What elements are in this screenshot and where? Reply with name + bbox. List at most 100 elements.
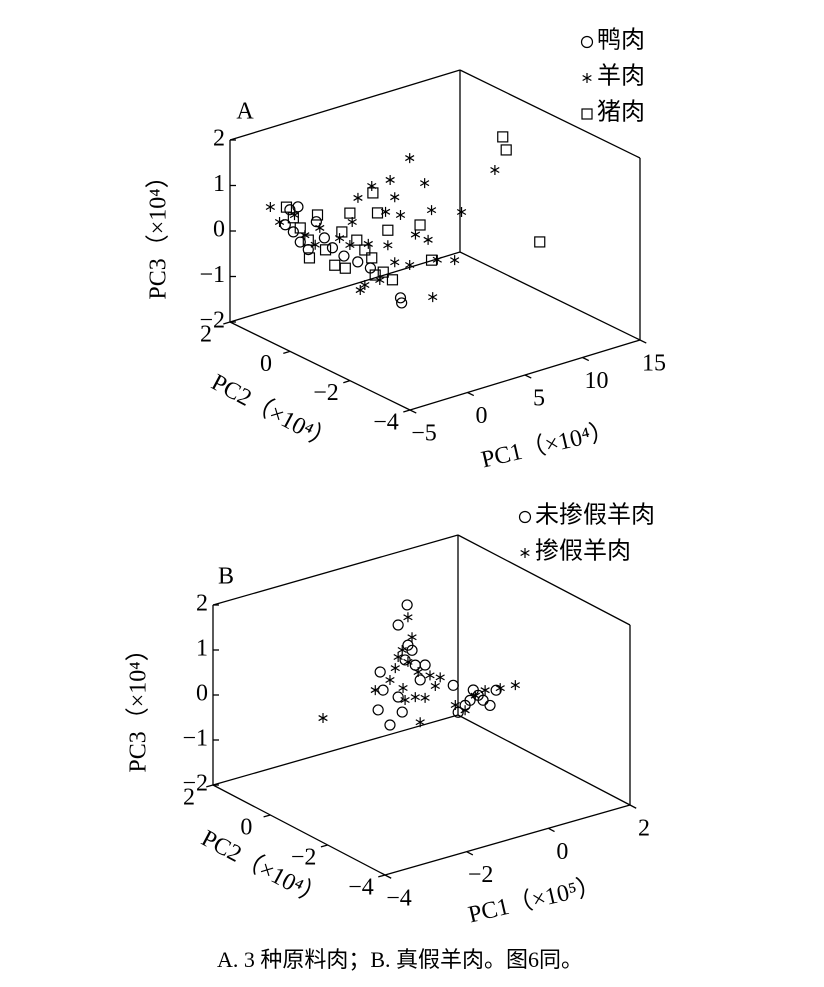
x-tick-label: −2 [468, 862, 494, 888]
x-tick [466, 851, 474, 856]
data-point [390, 663, 400, 674]
legend-label: 掺假羊肉 [535, 538, 631, 565]
data-point [396, 706, 408, 718]
axis-box-edge [229, 321, 411, 411]
data-point [435, 672, 445, 683]
axis-box-edge [457, 714, 631, 806]
panel-label: B [218, 564, 234, 590]
data-point [310, 239, 320, 250]
data-point [500, 144, 512, 156]
data-point [407, 632, 417, 643]
axis-box-edge [459, 251, 641, 341]
legend-label: 羊肉 [597, 63, 645, 90]
data-point [338, 250, 350, 262]
data-point [470, 690, 480, 701]
data-point [425, 670, 435, 681]
data-point [456, 207, 467, 218]
data-point [374, 666, 386, 678]
data-point [369, 269, 381, 281]
x-tick-label: 15 [642, 351, 666, 377]
data-point [480, 685, 490, 696]
data-point [319, 244, 332, 256]
data-point [392, 619, 404, 631]
x-tick [384, 874, 392, 879]
data-point [336, 226, 348, 238]
data-point [405, 259, 415, 270]
legend-label: 猪肉 [597, 99, 645, 126]
legend-label: 未掺假羊肉 [535, 502, 655, 529]
data-point [339, 262, 351, 274]
data-point [495, 683, 505, 694]
data-point [370, 685, 380, 696]
data-point [395, 210, 406, 221]
axis-box-edge [212, 784, 386, 876]
data-point [390, 192, 400, 203]
data-point [287, 212, 299, 224]
legend-label: 鸭肉 [597, 27, 645, 54]
data-point [497, 131, 509, 143]
x-tick [467, 391, 475, 397]
data-point [390, 257, 400, 268]
data-point [351, 234, 363, 246]
data-point [274, 216, 285, 227]
y-tick [283, 350, 291, 354]
data-point [329, 259, 341, 271]
y-tick [223, 321, 231, 325]
x-tick-label: −5 [411, 421, 437, 447]
z-tick-label: 0 [213, 217, 225, 243]
data-point [294, 236, 306, 248]
z-tick-label: −1 [199, 262, 225, 288]
y-tick-label: −4 [373, 410, 399, 436]
data-point [394, 292, 407, 304]
data-point [410, 229, 421, 240]
data-point [287, 226, 299, 238]
y-tick-label: 0 [240, 815, 252, 841]
z-axis-title: PC3（×10⁴） [146, 164, 172, 299]
data-point [326, 242, 339, 254]
data-point [284, 204, 296, 216]
axis-box-edge [459, 69, 641, 159]
axis-box-edge [384, 804, 631, 876]
data-point [279, 219, 291, 231]
data-point [392, 691, 404, 703]
data-point [432, 254, 442, 265]
x-tick [524, 374, 532, 379]
data-point [420, 692, 430, 703]
data-point [302, 234, 314, 246]
data-point [401, 599, 413, 611]
data-point [396, 297, 408, 309]
data-point [405, 153, 415, 164]
data-point [409, 659, 421, 671]
data-point [426, 205, 437, 216]
data-point [355, 285, 365, 296]
data-point [360, 280, 370, 291]
x-tick-label: 5 [533, 386, 545, 412]
data-point [419, 659, 431, 671]
data-point [386, 274, 399, 286]
x-tick [582, 356, 590, 362]
axis-box-edge [212, 714, 459, 786]
legend-marker [520, 548, 530, 558]
data-point [289, 210, 300, 221]
data-point [420, 178, 430, 189]
data-point [415, 717, 425, 728]
axis-box-edge [457, 534, 631, 626]
data-point [430, 680, 440, 691]
x-tick-label: 2 [638, 816, 650, 842]
y-tick [378, 874, 386, 878]
data-point [352, 256, 364, 268]
data-point [428, 292, 438, 303]
legend-marker [518, 510, 532, 524]
z-axis-title: PC3（×10⁴） [126, 637, 152, 772]
y-tick [403, 409, 411, 413]
data-point [382, 224, 394, 236]
data-point [450, 700, 460, 710]
data-point [280, 201, 293, 213]
data-point [318, 232, 330, 244]
y-tick [343, 380, 351, 384]
y-tick-label: −2 [313, 380, 339, 406]
data-point [363, 238, 373, 249]
data-point [318, 713, 328, 724]
data-point [450, 255, 460, 266]
legend-marker [580, 35, 594, 49]
